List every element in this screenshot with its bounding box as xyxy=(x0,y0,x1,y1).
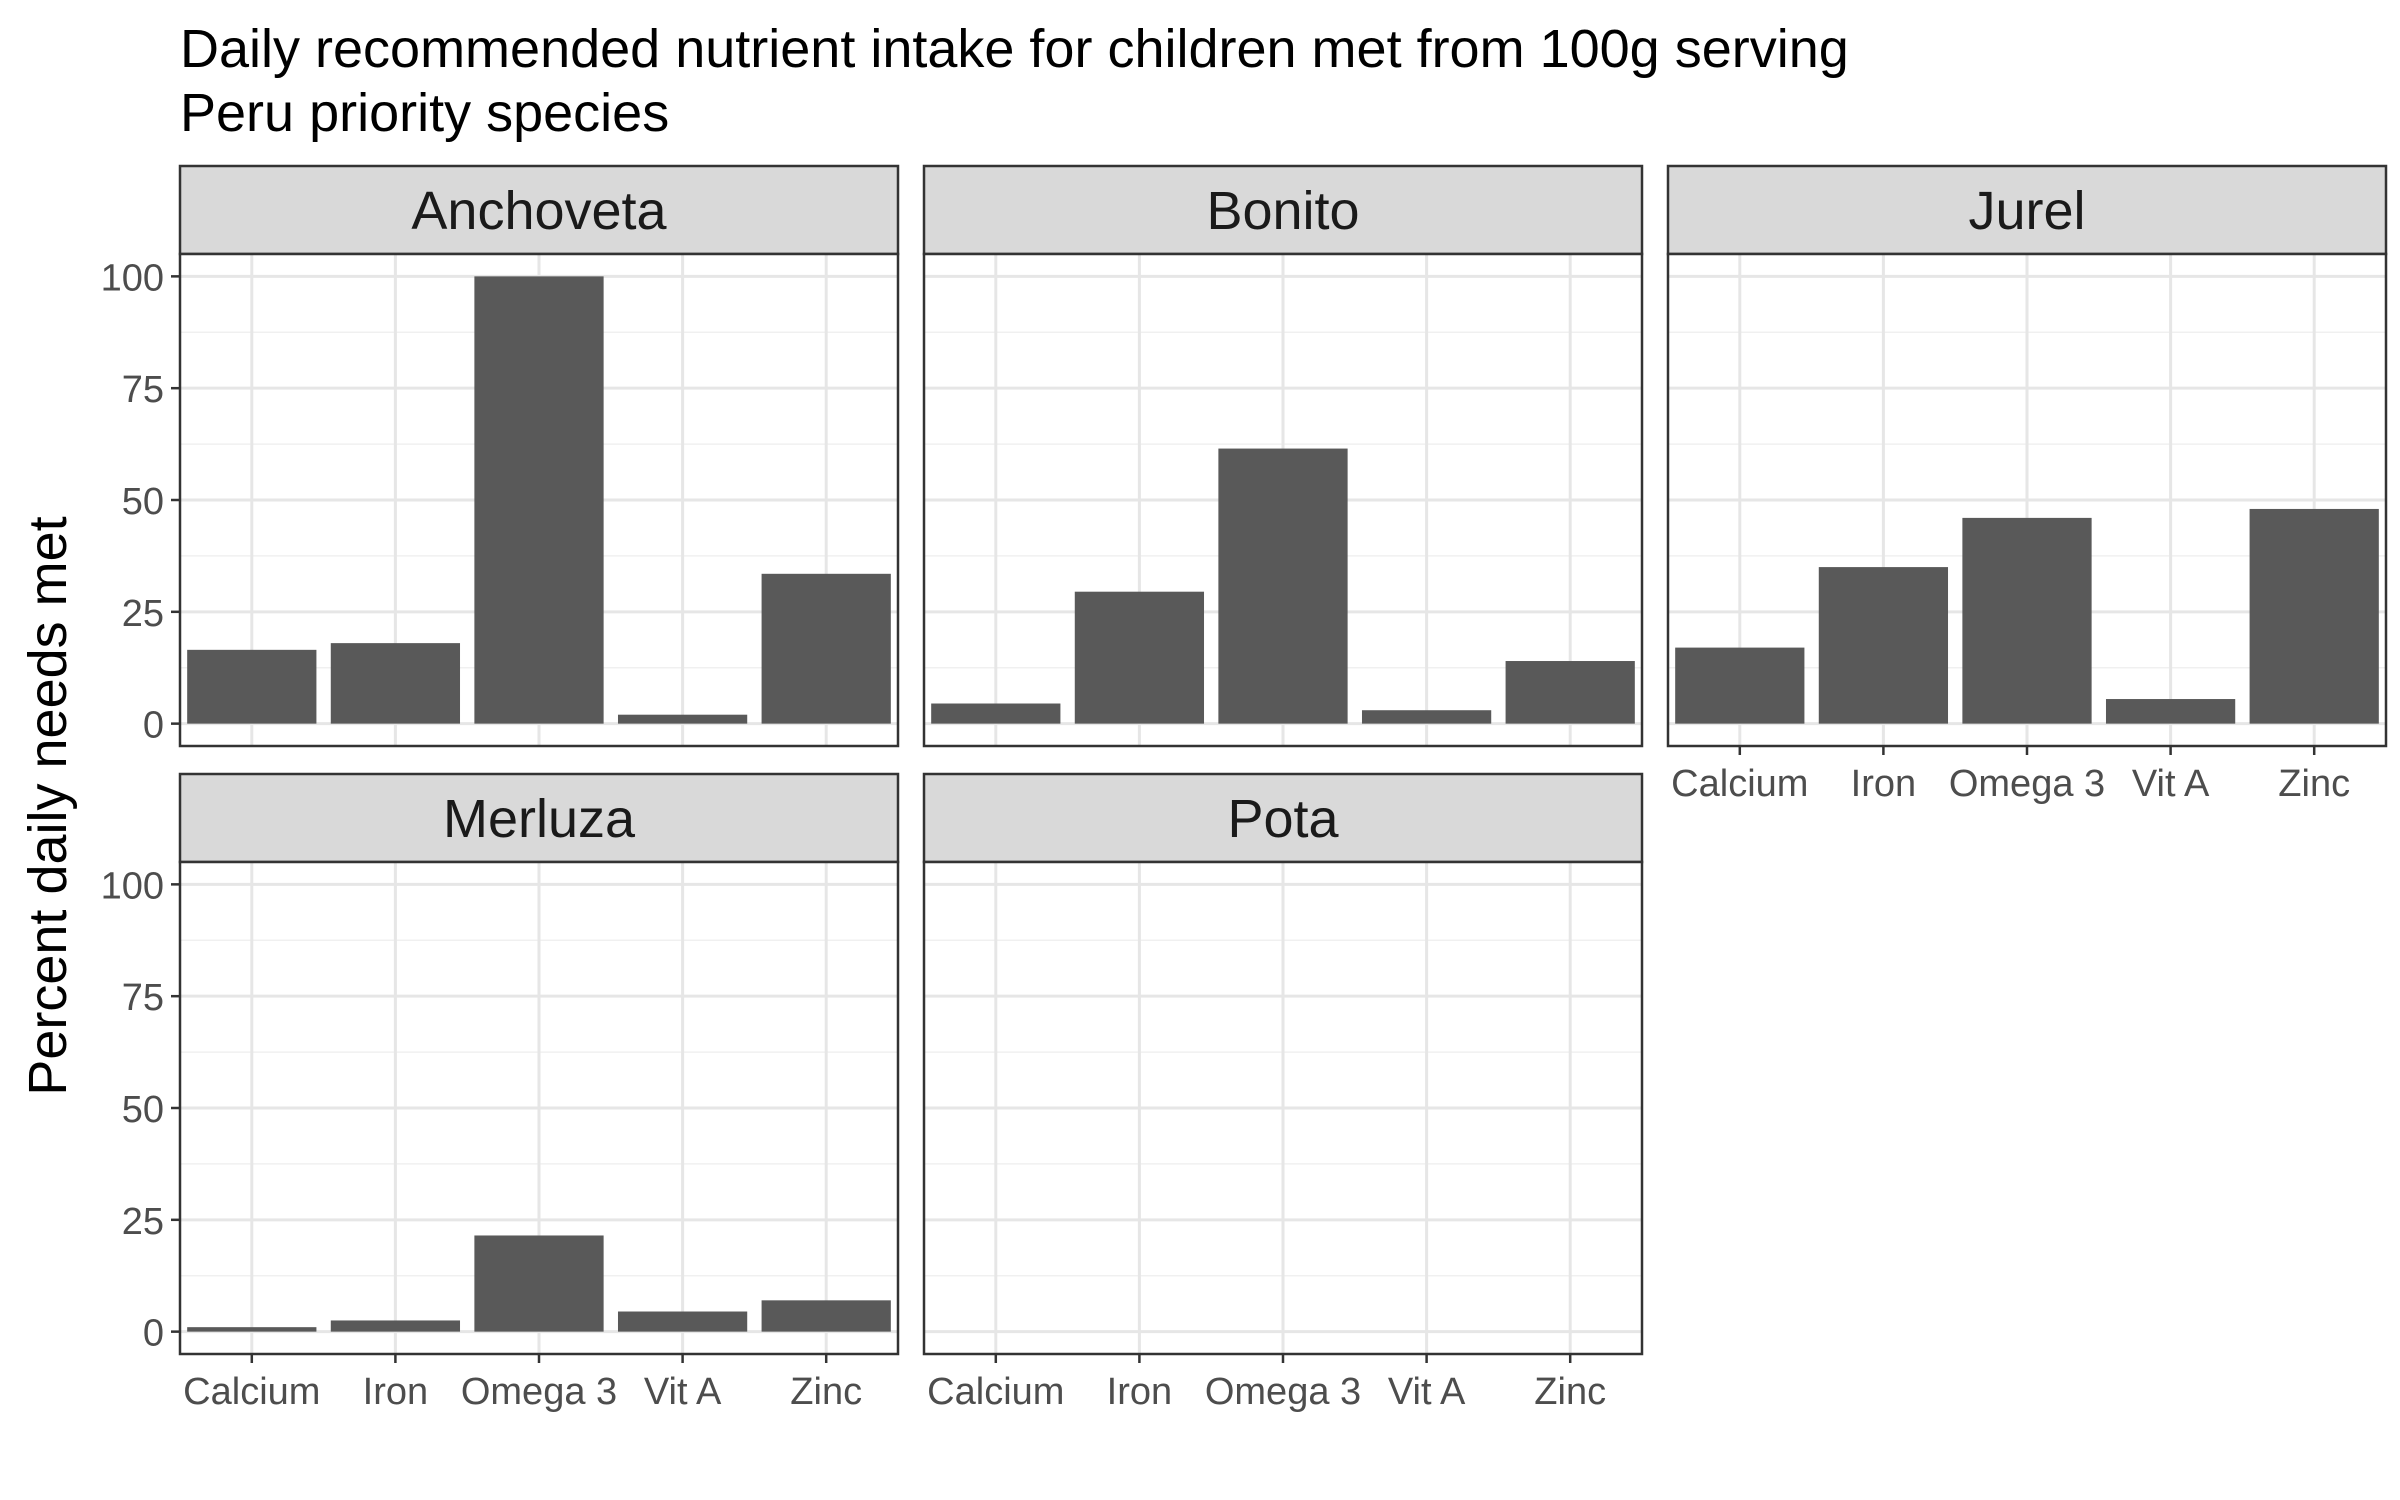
bar-bonito-omega-3 xyxy=(1218,448,1348,724)
y-tick-label-merluza: 0 xyxy=(143,1313,164,1355)
bar-merluza-zinc xyxy=(761,1300,891,1332)
x-tick-label-jurel-vit-a: Vit A xyxy=(2132,763,2210,805)
bar-merluza-iron xyxy=(330,1320,461,1332)
x-tick-label-jurel-omega-3: Omega 3 xyxy=(1949,763,2105,805)
facet-label-anchoveta: Anchoveta xyxy=(411,181,667,241)
bar-anchoveta-zinc xyxy=(761,573,891,724)
bar-anchoveta-vit-a xyxy=(617,714,748,724)
bar-bonito-zinc xyxy=(1505,661,1635,724)
x-tick-label-pota-iron: Iron xyxy=(1107,1371,1172,1413)
bar-merluza-omega-3 xyxy=(474,1235,604,1332)
x-tick-label-jurel-iron: Iron xyxy=(1851,763,1916,805)
bar-bonito-calcium xyxy=(931,703,1061,724)
y-tick-label-anchoveta: 25 xyxy=(122,593,164,635)
panel-border-bonito xyxy=(922,252,1644,748)
bar-jurel-omega-3 xyxy=(1962,517,2092,724)
facet-label-bonito: Bonito xyxy=(1206,181,1359,241)
y-tick-label-anchoveta: 75 xyxy=(122,369,164,411)
bar-anchoveta-omega-3 xyxy=(474,276,604,724)
bar-bonito-vit-a xyxy=(1361,710,1492,724)
x-tick-label-merluza-zinc: Zinc xyxy=(790,1371,862,1413)
y-tick-label-anchoveta: 100 xyxy=(101,257,164,299)
facet-strip-jurel xyxy=(1666,164,2388,256)
bar-anchoveta-calcium xyxy=(187,649,317,724)
x-tick-label-merluza-omega-3: Omega 3 xyxy=(461,1371,617,1413)
bar-merluza-calcium xyxy=(187,1327,317,1332)
y-tick-label-anchoveta: 0 xyxy=(143,705,164,747)
bar-jurel-zinc xyxy=(2249,508,2379,724)
bar-bonito-iron xyxy=(1074,591,1205,724)
facet-label-jurel: Jurel xyxy=(1968,181,2085,241)
bar-jurel-iron xyxy=(1818,567,1949,724)
chart-title: Daily recommended nutrient intake for ch… xyxy=(180,19,1849,79)
y-tick-label-merluza: 50 xyxy=(122,1089,164,1131)
x-tick-label-pota-zinc: Zinc xyxy=(1534,1371,1606,1413)
x-tick-label-pota-calcium: Calcium xyxy=(927,1371,1064,1413)
x-tick-label-merluza-vit-a: Vit A xyxy=(644,1371,722,1413)
facet-strip-pota xyxy=(922,772,1644,864)
bar-anchoveta-iron xyxy=(330,643,461,724)
bar-jurel-vit-a xyxy=(2105,699,2236,724)
facet-strip-merluza xyxy=(178,772,900,864)
x-tick-label-merluza-calcium: Calcium xyxy=(183,1371,320,1413)
x-tick-label-jurel-calcium: Calcium xyxy=(1671,763,1808,805)
y-tick-label-merluza: 75 xyxy=(122,977,164,1019)
y-tick-label-merluza: 100 xyxy=(101,865,164,907)
x-tick-label-pota-omega-3: Omega 3 xyxy=(1205,1371,1361,1413)
x-tick-label-merluza-iron: Iron xyxy=(363,1371,428,1413)
y-tick-label-merluza: 25 xyxy=(122,1201,164,1243)
bar-merluza-vit-a xyxy=(617,1311,748,1332)
y-tick-label-anchoveta: 50 xyxy=(122,481,164,523)
facet-label-pota: Pota xyxy=(1227,789,1339,849)
x-tick-label-pota-vit-a: Vit A xyxy=(1388,1371,1466,1413)
x-tick-label-jurel-zinc: Zinc xyxy=(2278,763,2350,805)
facet-label-merluza: Merluza xyxy=(443,789,636,849)
bar-jurel-calcium xyxy=(1675,647,1805,724)
chart-subtitle: Peru priority species xyxy=(180,83,670,143)
